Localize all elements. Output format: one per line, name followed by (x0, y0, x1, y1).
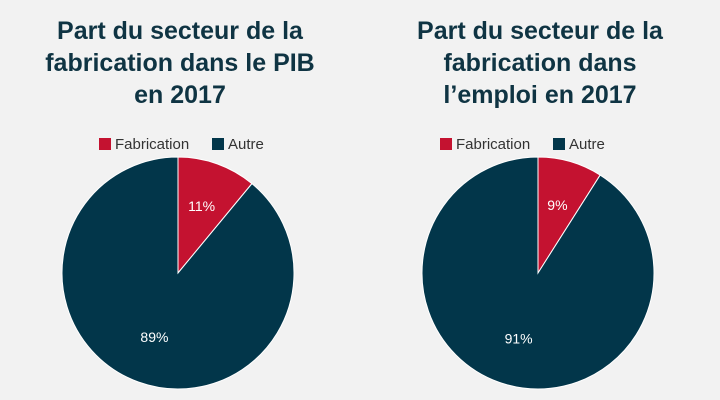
gdp-legend-swatch-autre (212, 138, 224, 150)
gdp-slice-label-autre: 89% (140, 329, 168, 345)
gdp-pie-chart: 11% 89% (61, 156, 295, 390)
employment-chart-title: Part du secteur de la fabrication dans l… (360, 15, 720, 111)
employment-legend-label-autre: Autre (569, 135, 605, 153)
employment-title-line-2: fabrication dans (443, 49, 637, 77)
employment-legend-swatch-autre (553, 138, 565, 150)
employment-legend-item-autre: Autre (553, 133, 605, 155)
gdp-legend-item-autre: Autre (212, 133, 264, 155)
employment-slice-label-autre: 91% (505, 331, 533, 347)
employment-slice-label-fabrication: 9% (547, 197, 567, 213)
gdp-slice-label-fabrication: 11% (188, 198, 215, 214)
employment-title-line-3: l’emploi en 2017 (443, 81, 637, 109)
employment-legend-item-fabrication: Fabrication (440, 133, 530, 155)
gdp-title-line-3: en 2017 (134, 81, 226, 109)
employment-slice-autre (421, 156, 655, 390)
gdp-chart-panel: Part du secteur de la fabrication dans l… (0, 15, 360, 390)
gdp-title-line-2: fabrication dans le PIB (45, 49, 315, 77)
employment-legend-swatch-fabrication (440, 138, 452, 150)
employment-legend-label-fabrication: Fabrication (456, 135, 531, 153)
gdp-legend-swatch-fabrication (99, 138, 111, 150)
gdp-title-line-1: Part du secteur de la (57, 17, 303, 45)
employment-title-line-1: Part du secteur de la (417, 17, 663, 45)
gdp-legend: Fabrication Autre (0, 133, 360, 155)
gdp-slice-autre (61, 156, 295, 390)
gdp-legend-item-fabrication: Fabrication (99, 133, 189, 155)
employment-chart-panel: Part du secteur de la fabrication dans l… (360, 0, 720, 400)
employment-legend: Fabrication Autre (360, 133, 720, 155)
gdp-slice-fabrication (177, 156, 253, 275)
employment-pie-chart: 9% 91% (421, 156, 655, 390)
gdp-chart-title: Part du secteur de la fabrication dans l… (0, 15, 360, 111)
gdp-legend-label-autre: Autre (228, 135, 264, 153)
gdp-legend-label-fabrication: Fabrication (115, 135, 190, 153)
